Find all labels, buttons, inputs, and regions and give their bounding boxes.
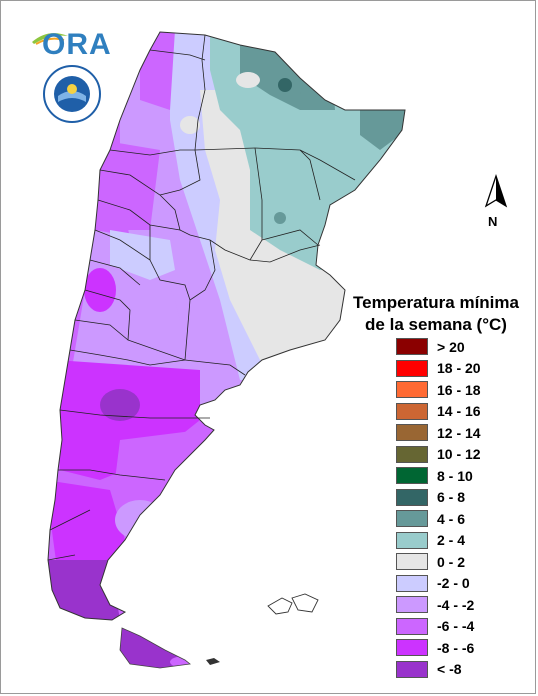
province-borders bbox=[47, 34, 356, 561]
legend-item: 4 - 6 bbox=[396, 508, 481, 529]
malvinas-islands bbox=[267, 593, 319, 615]
legend-item: -4 - -2 bbox=[396, 594, 481, 615]
legend-label: 12 - 14 bbox=[437, 424, 481, 441]
legend-swatch bbox=[396, 424, 428, 441]
legend-label: 16 - 18 bbox=[437, 381, 481, 398]
legend-label: -6 - -4 bbox=[437, 618, 475, 634]
legend-label: 18 - 20 bbox=[437, 360, 481, 376]
legend-item: 18 - 20 bbox=[396, 358, 481, 379]
legend-swatch bbox=[396, 359, 428, 377]
legend-item: 6 - 8 bbox=[396, 487, 481, 508]
leaf-swoosh-icon bbox=[32, 33, 68, 45]
country-outline bbox=[47, 31, 406, 621]
legend-item: 2 - 4 bbox=[396, 530, 481, 551]
legend-item: 10 - 12 bbox=[396, 444, 481, 465]
legend-swatch bbox=[396, 445, 428, 463]
legend-label: -8 - -6 bbox=[437, 639, 475, 656]
legend-label: 14 - 16 bbox=[437, 403, 481, 419]
legend-item: -8 - -6 bbox=[396, 637, 481, 658]
tierra-del-fuego bbox=[120, 628, 190, 668]
legend-title: Temperatura mínima de la semana (°C) bbox=[340, 292, 532, 336]
legend-label: -2 - 0 bbox=[437, 575, 470, 591]
legend-swatch bbox=[396, 402, 428, 420]
ora-logo-text: ORA bbox=[42, 28, 112, 61]
legend-item: 16 - 18 bbox=[396, 379, 481, 400]
legend-swatch bbox=[396, 531, 428, 549]
small-islet bbox=[206, 658, 220, 665]
legend-label: 0 - 2 bbox=[437, 553, 466, 570]
legend-swatch bbox=[396, 381, 428, 398]
legend-item: 8 - 10 bbox=[396, 465, 481, 486]
legend-label: 10 - 12 bbox=[437, 446, 481, 462]
north-label: N bbox=[488, 214, 498, 229]
legend-swatch bbox=[396, 338, 428, 355]
legend-title-line1: Temperatura mínima bbox=[353, 293, 519, 312]
legend-item: 12 - 14 bbox=[396, 422, 481, 443]
legend-item: -6 - -4 bbox=[396, 616, 481, 637]
legend-label: > 20 bbox=[437, 338, 465, 355]
legend-swatch bbox=[396, 510, 428, 527]
legend-label: 2 - 4 bbox=[437, 532, 466, 548]
legend-swatch bbox=[396, 574, 428, 592]
legend-swatch bbox=[396, 660, 428, 678]
legend-swatch bbox=[396, 617, 428, 635]
legend-label: 6 - 8 bbox=[437, 489, 466, 505]
legend-item: > 20 bbox=[396, 336, 481, 357]
legend-swatch bbox=[396, 488, 428, 506]
legend-label: 8 - 10 bbox=[437, 467, 473, 484]
north-arrow-icon bbox=[484, 173, 508, 208]
legend-swatch bbox=[396, 639, 428, 656]
legend-label: -4 - -2 bbox=[437, 596, 475, 613]
legend-item: -2 - 0 bbox=[396, 573, 481, 594]
legend-item: 0 - 2 bbox=[396, 551, 481, 572]
legend-label: 4 - 6 bbox=[437, 510, 466, 527]
institutional-seal-icon bbox=[43, 65, 101, 123]
legend-item: 14 - 16 bbox=[396, 401, 481, 422]
legend-title-line2: de la semana (°C) bbox=[365, 315, 507, 334]
legend: > 20 18 - 20 16 - 18 14 - 16 12 - 14 10 - 12 8… bbox=[396, 336, 481, 680]
tierra-del-fuego-outline bbox=[119, 627, 191, 669]
legend-swatch bbox=[396, 596, 428, 613]
legend-swatch bbox=[396, 553, 428, 570]
legend-item: < -8 bbox=[396, 659, 481, 680]
legend-swatch bbox=[396, 467, 428, 484]
legend-label: < -8 bbox=[437, 661, 462, 677]
